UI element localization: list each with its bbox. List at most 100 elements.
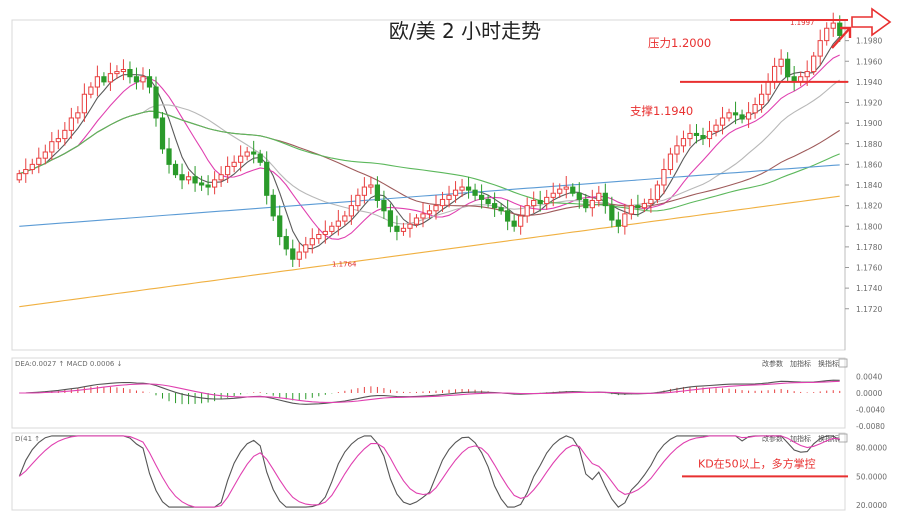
kd-tick-label: 80.0000	[856, 443, 887, 452]
candlestick	[537, 190, 543, 212]
candlestick	[772, 57, 778, 90]
candle-body	[837, 22, 843, 36]
candle-body	[544, 196, 550, 205]
candlestick	[400, 222, 407, 236]
candle-body	[192, 176, 198, 184]
candlestick	[544, 189, 550, 210]
candlestick	[387, 203, 394, 233]
candle-body	[622, 213, 628, 227]
candle-body	[732, 112, 739, 116]
price-tick-label: 1.1740	[856, 284, 882, 293]
candle-body	[49, 141, 55, 153]
candlestick	[283, 228, 289, 256]
candle-body	[465, 186, 472, 191]
candle-body	[557, 188, 563, 194]
candle-body	[680, 138, 687, 147]
candle-body	[94, 76, 101, 88]
candle-body	[36, 157, 42, 165]
candle-body	[700, 135, 706, 140]
candle-body	[303, 244, 309, 253]
candle-body	[687, 132, 693, 140]
price-tick-label: 1.1780	[856, 243, 882, 252]
candlesticks	[16, 12, 843, 268]
macd-button-2[interactable]: 换指标	[818, 359, 839, 368]
macd-button-1[interactable]: 加指标	[790, 359, 811, 368]
kd-close-icon[interactable]	[838, 433, 848, 443]
candlestick	[661, 158, 667, 195]
candlestick	[316, 228, 322, 244]
candle-body	[537, 199, 543, 205]
candlestick	[667, 147, 674, 175]
candle-body	[75, 112, 81, 119]
candlestick	[531, 191, 537, 214]
candlestick	[615, 211, 621, 234]
candlestick	[225, 156, 231, 183]
candle-body	[81, 93, 87, 114]
candle-body	[283, 236, 289, 250]
candle-body	[205, 184, 211, 188]
candle-body	[524, 205, 530, 217]
kd-d-line	[18, 435, 840, 508]
resistance-arrow-icon	[851, 7, 892, 37]
candlestick	[55, 129, 61, 150]
macd-close-icon[interactable]	[838, 358, 848, 368]
candlestick	[394, 215, 400, 241]
candle-body	[120, 69, 127, 73]
candlestick	[374, 176, 381, 208]
candlestick	[459, 178, 465, 197]
candlestick	[146, 69, 153, 94]
candlestick	[244, 146, 250, 161]
candlestick	[355, 188, 361, 212]
candle-body	[472, 189, 478, 196]
candlestick	[589, 189, 595, 217]
candle-body	[459, 186, 465, 191]
candlestick	[680, 130, 687, 153]
candlestick	[153, 76, 159, 127]
candlestick	[127, 61, 133, 84]
candlestick	[452, 181, 459, 203]
candle-body	[576, 192, 582, 200]
macd-button-0[interactable]: 改参数	[762, 359, 783, 368]
kd-button-2[interactable]: 换指标	[818, 434, 839, 443]
price-tick-label: 1.1940	[856, 78, 882, 87]
candlestick	[700, 127, 706, 146]
candle-body	[185, 176, 192, 181]
candle-body	[570, 186, 576, 194]
price-axis: 1.1720 1.1740 1.1760 1.1780 1.1800 1.1820 1.18…	[845, 37, 882, 314]
candle-body	[492, 203, 498, 209]
candle-body	[635, 205, 641, 209]
candle-body	[420, 213, 426, 219]
candle-body	[726, 112, 732, 119]
candle-body	[198, 182, 205, 186]
candle-body	[68, 117, 74, 131]
candlestick	[277, 205, 283, 246]
candlestick	[817, 29, 823, 66]
macd-indicator-label: DEA:0.0027 ↑ MACD 0.0006 ↓	[15, 360, 122, 368]
candle-body	[531, 199, 537, 207]
candlestick	[368, 176, 374, 195]
kd-tick-label: 20.0000	[856, 501, 887, 510]
candlestick	[798, 71, 804, 87]
candlestick	[49, 132, 55, 161]
candlestick	[133, 67, 140, 90]
candle-body	[290, 248, 296, 260]
candle-body	[387, 210, 394, 227]
candle-body	[153, 86, 159, 119]
candlestick	[205, 175, 211, 196]
candlestick	[563, 176, 569, 199]
candlestick	[251, 140, 257, 164]
candle-body	[368, 184, 374, 188]
kd-frame	[11, 432, 846, 511]
candlestick	[192, 166, 198, 192]
kd-button-1[interactable]: 加指标	[790, 434, 811, 443]
candlestick	[628, 198, 634, 220]
candlestick	[198, 175, 205, 191]
candle-body	[55, 138, 61, 143]
kd-button-0[interactable]: 改参数	[762, 434, 783, 443]
candle-body	[654, 184, 661, 200]
price-tick-label: 1.1900	[856, 119, 882, 128]
macd-pane: DEA:0.0027 ↑ MACD 0.0006 ↓ 改参数 加指标 换指标 0.004…	[11, 357, 885, 431]
candlestick	[706, 120, 713, 148]
candlestick	[211, 171, 218, 195]
